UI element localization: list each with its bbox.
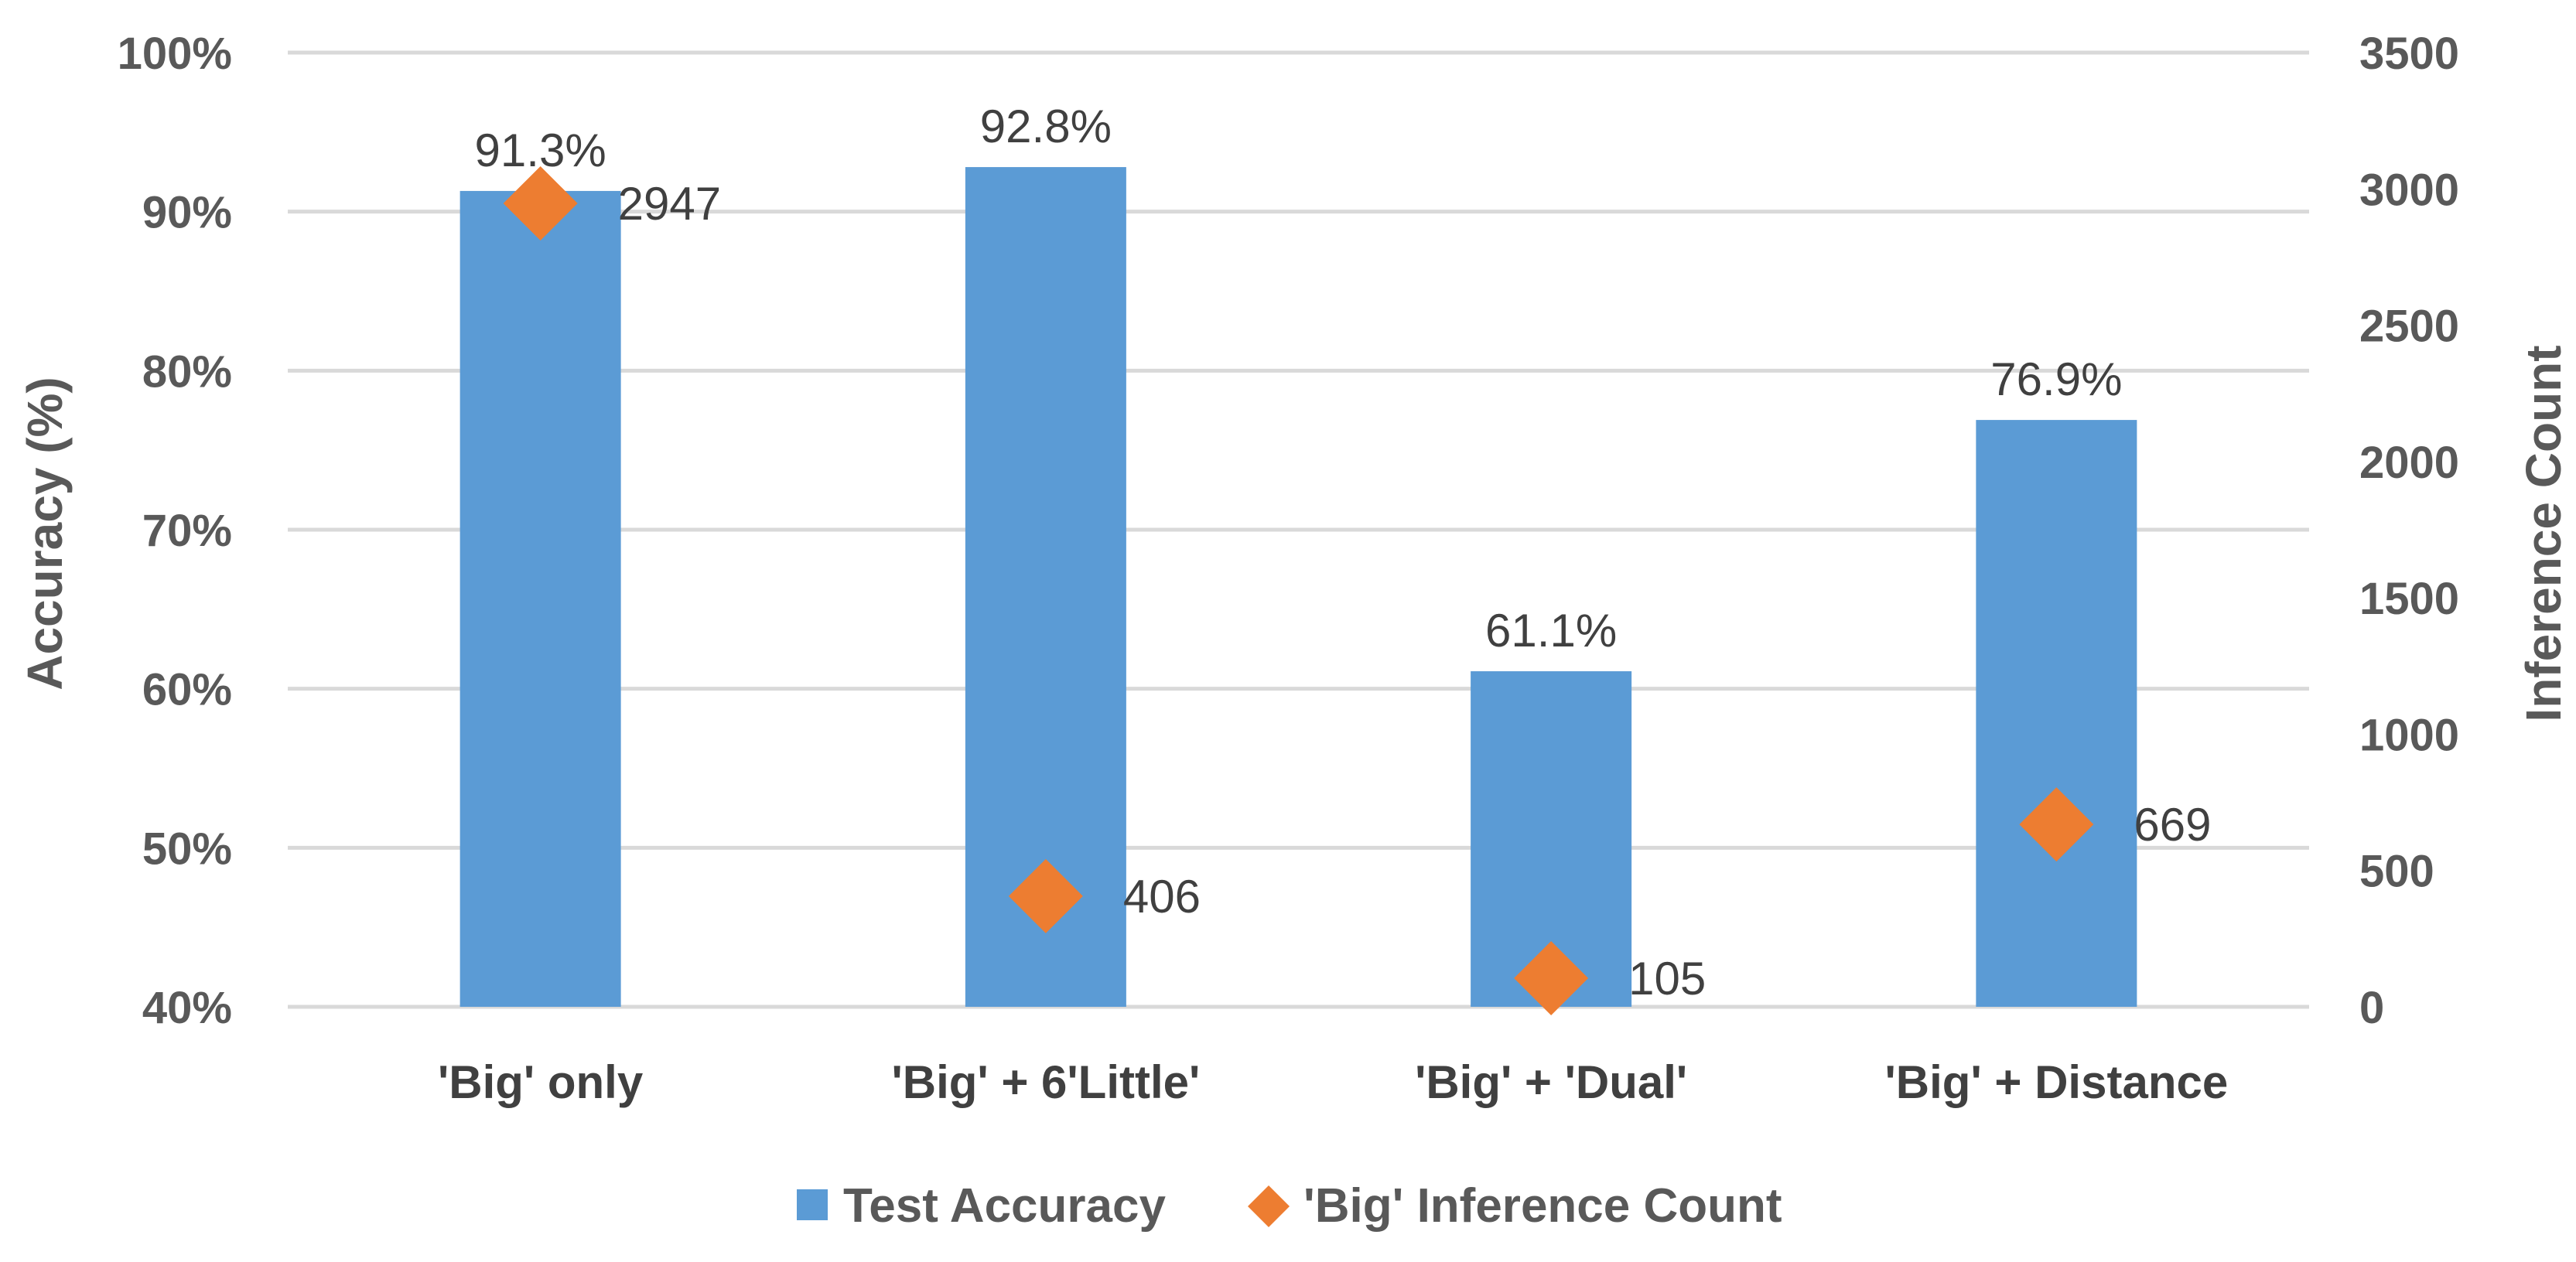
legend-label-bar: Test Accuracy <box>843 1179 1167 1233</box>
y-tick-label: 100% <box>118 29 232 79</box>
legend-label-diamond: 'Big' Inference Count <box>1303 1179 1782 1233</box>
diamond-marker <box>2019 787 2094 862</box>
y2-axis-title: Inference Count <box>2516 345 2571 721</box>
bar-data-label: 76.9% <box>1990 353 2122 405</box>
bar-series: 91.3% 92.8%61.1%76.9% <box>460 101 2137 1008</box>
marker-data-label: 406 <box>1123 871 1201 923</box>
bar <box>1976 420 2137 1007</box>
bar <box>460 190 621 1008</box>
category-label: 'Big' only <box>438 1056 644 1108</box>
bar-data-label: 92.8% <box>980 101 1112 152</box>
y-tick-label: 70% <box>142 506 232 556</box>
marker-data-label: 105 <box>1628 953 1706 1004</box>
y-tick-label: 80% <box>142 346 232 397</box>
y2-tick-label: 0 <box>2359 983 2384 1033</box>
y2-tick-label: 2000 <box>2359 438 2459 488</box>
y-tick-label: 40% <box>142 983 232 1033</box>
y-axis-title: Accuracy (%) <box>17 377 73 691</box>
category-labels: 'Big' only 'Big' + 6'Little' 'Big' + 'Dual… <box>438 1056 2228 1108</box>
category-label: 'Big' + 'Dual' <box>1415 1056 1687 1108</box>
marker-data-label: 2947 <box>618 178 721 230</box>
legend-swatch-bar <box>797 1189 828 1220</box>
bar-data-label: 61.1% <box>1485 605 1617 657</box>
y2-tick-label: 500 <box>2359 847 2434 897</box>
y2-tick-label: 2500 <box>2359 302 2459 352</box>
y2-tick-label: 1000 <box>2359 710 2459 760</box>
category-label: 'Big' + Distance <box>1885 1056 2229 1108</box>
left-axis-ticks: 40% 50% 60% 70% 80% 90% 100% <box>118 29 232 1033</box>
y-tick-label: 90% <box>142 188 232 238</box>
marker-series: 2947 406 105 669 <box>503 165 2211 1015</box>
legend-swatch-diamond <box>1248 1185 1290 1227</box>
y2-tick-label: 3500 <box>2359 29 2459 79</box>
marker-data-label: 669 <box>2134 799 2211 851</box>
diamond-marker <box>1514 940 1589 1015</box>
y-tick-label: 50% <box>142 824 232 874</box>
right-axis-ticks: 0 500 1000 1500 2000 2500 3000 3500 <box>2359 29 2459 1033</box>
legend: Test Accuracy 'Big' Inference Count <box>797 1179 1782 1233</box>
y2-tick-label: 3000 <box>2359 165 2459 215</box>
diamond-marker <box>1008 858 1083 933</box>
category-label: 'Big' + 6'Little' <box>891 1056 1200 1108</box>
gridlines <box>288 50 2309 1009</box>
y-tick-label: 60% <box>142 665 232 715</box>
diamond-marker <box>503 165 578 240</box>
y2-tick-label: 1500 <box>2359 574 2459 624</box>
